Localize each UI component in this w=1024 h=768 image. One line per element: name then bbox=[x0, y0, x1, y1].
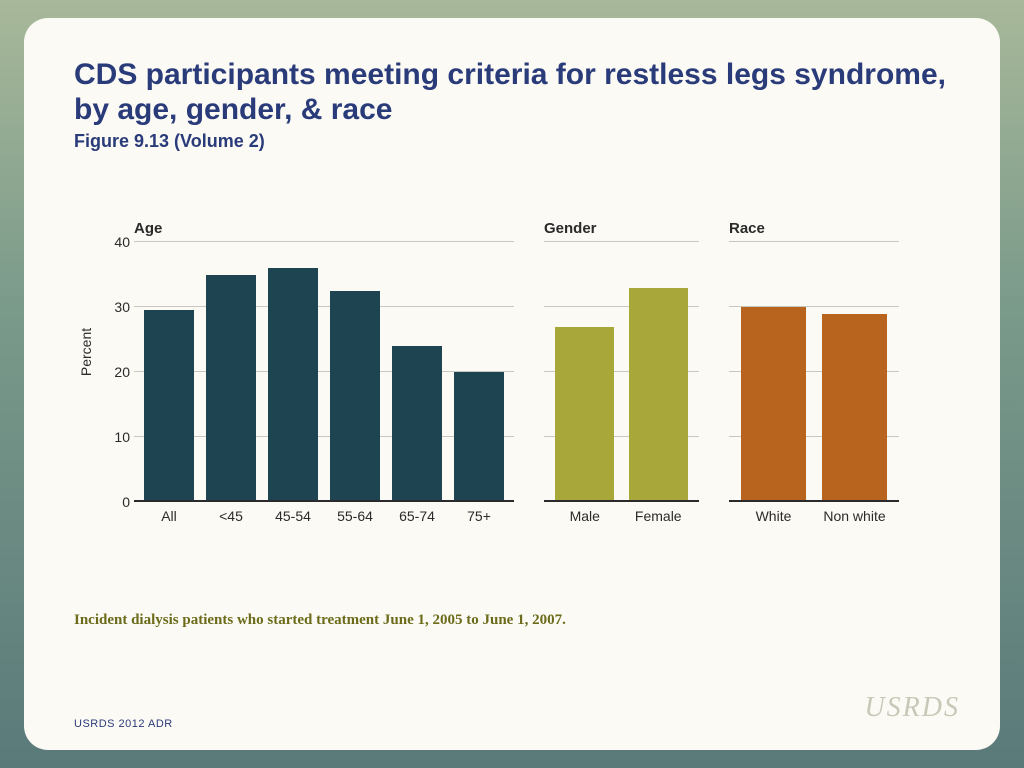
bar-slot: 55-64 bbox=[324, 291, 386, 502]
chart-panel-race: RaceWhiteNon white bbox=[729, 242, 899, 502]
figure-subtitle: Figure 9.13 (Volume 2) bbox=[74, 131, 950, 152]
x-label: 75+ bbox=[467, 508, 491, 524]
x-label: 65-74 bbox=[399, 508, 435, 524]
bar-slot: 45-54 bbox=[262, 268, 324, 502]
bar bbox=[144, 310, 194, 502]
x-label: Female bbox=[635, 508, 682, 524]
y-axis-ticks: 010203040 bbox=[94, 242, 134, 502]
bars-group: All<4545-5455-6465-7475+ bbox=[134, 242, 514, 502]
baseline bbox=[134, 500, 514, 502]
y-tick: 40 bbox=[114, 234, 130, 250]
y-tick: 20 bbox=[114, 364, 130, 380]
panel-title: Gender bbox=[544, 220, 597, 237]
x-label: White bbox=[756, 508, 792, 524]
chart-container: Percent 010203040 AgeAll<4545-5455-6465-… bbox=[74, 202, 950, 502]
caption: Incident dialysis patients who started t… bbox=[74, 612, 950, 629]
bar-slot: Male bbox=[548, 327, 622, 503]
bar-slot: White bbox=[733, 307, 814, 502]
bars-group: MaleFemale bbox=[544, 242, 699, 502]
chart-panel-age: AgeAll<4545-5455-6465-7475+ bbox=[134, 242, 514, 502]
bar bbox=[555, 327, 614, 503]
page-title: CDS participants meeting criteria for re… bbox=[74, 58, 950, 127]
plot-region: AgeAll<4545-5455-6465-7475+GenderMaleFem… bbox=[134, 242, 950, 502]
x-label: <45 bbox=[219, 508, 243, 524]
bar-slot: 65-74 bbox=[386, 346, 448, 502]
y-tick: 0 bbox=[122, 494, 130, 510]
bar bbox=[822, 314, 887, 503]
bar bbox=[741, 307, 806, 502]
x-label: All bbox=[161, 508, 177, 524]
footer-text: USRDS 2012 ADR bbox=[74, 718, 173, 730]
bar-slot: Female bbox=[622, 288, 696, 503]
x-label: 45-54 bbox=[275, 508, 311, 524]
panel-title: Age bbox=[134, 220, 162, 237]
bar bbox=[629, 288, 688, 503]
x-label: Non white bbox=[823, 508, 885, 524]
bar bbox=[392, 346, 442, 502]
x-label: Male bbox=[570, 508, 600, 524]
bar bbox=[268, 268, 318, 502]
bar-slot: Non white bbox=[814, 314, 895, 503]
y-tick: 10 bbox=[114, 429, 130, 445]
usrds-logo: USRDS bbox=[864, 692, 960, 724]
y-axis-label: Percent bbox=[78, 328, 94, 376]
baseline bbox=[544, 500, 699, 502]
bar-slot: All bbox=[138, 310, 200, 502]
bar bbox=[454, 372, 504, 502]
panel-title: Race bbox=[729, 220, 765, 237]
bar bbox=[330, 291, 380, 502]
bar bbox=[206, 275, 256, 503]
x-label: 55-64 bbox=[337, 508, 373, 524]
baseline bbox=[729, 500, 899, 502]
slide: CDS participants meeting criteria for re… bbox=[24, 18, 1000, 750]
bars-group: WhiteNon white bbox=[729, 242, 899, 502]
chart-panel-gender: GenderMaleFemale bbox=[544, 242, 699, 502]
y-tick: 30 bbox=[114, 299, 130, 315]
bar-slot: 75+ bbox=[448, 372, 510, 502]
bar-slot: <45 bbox=[200, 275, 262, 503]
